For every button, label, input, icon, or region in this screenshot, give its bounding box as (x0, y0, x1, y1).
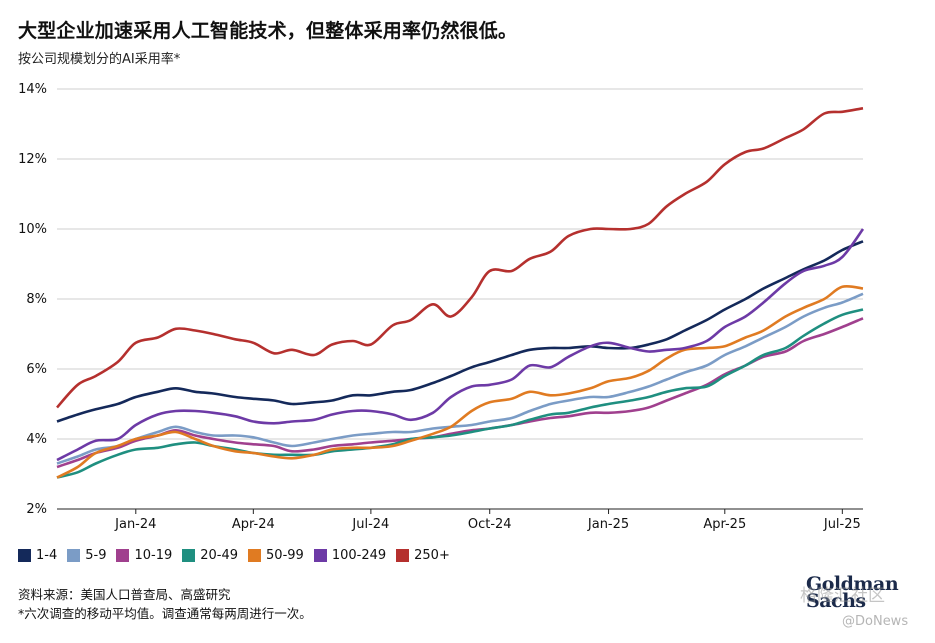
legend-item-5-9: 5-9 (67, 548, 106, 563)
goldman-sachs-logo: Goldman Sachs (806, 573, 899, 612)
legend-label: 50-99 (266, 548, 304, 563)
chart-title: 大型企业加速采用人工智能技术，但整体采用率仍然很低。 (18, 20, 518, 42)
legend-label: 1-4 (36, 548, 58, 563)
legend-item-20-49: 20-49 (182, 548, 238, 563)
x-tick-label: Apr-24 (232, 517, 275, 532)
watermark: 格隆汇社区 (800, 586, 885, 606)
series-line-5-9 (56, 292, 864, 465)
legend-item-100-249: 100-249 (313, 548, 387, 563)
legend-item-1-4: 1-4 (18, 548, 57, 563)
x-tick-label: Jan-24 (114, 517, 156, 532)
source-note: 资料来源：美国人口普查局、高盛研究 (18, 587, 231, 602)
legend-swatch (248, 549, 262, 562)
series-line-100-249 (56, 228, 865, 462)
legend-swatch (18, 549, 31, 562)
legend-swatch (313, 549, 327, 562)
x-tick-label: Jul-25 (823, 517, 861, 532)
logo-line-2: Sachs (806, 590, 866, 612)
footnote: *六次调查的移动平均值。调查通常每两周进行一次。 (18, 606, 312, 621)
legend-swatch (182, 549, 196, 562)
x-tick-label: Apr-25 (703, 517, 746, 532)
legend-label: 100-249 (331, 548, 387, 563)
legend-item-10-19: 10-19 (116, 548, 172, 563)
legend-swatch (116, 549, 130, 562)
series-line-250+ (56, 107, 864, 409)
y-tick-label: 2% (26, 502, 47, 517)
x-tick-label: Oct-24 (468, 517, 512, 532)
legend-label: 250+ (414, 548, 450, 563)
legend-label: 20-49 (200, 548, 239, 563)
logo-line-1: Goldman (806, 573, 899, 595)
x-tick-label: Jul-24 (351, 517, 389, 532)
y-tick-label: 4% (26, 432, 47, 447)
legend-item-50-99: 50-99 (248, 548, 304, 563)
watermark-sub: @DoNews (842, 614, 909, 629)
y-tick-label: 6% (26, 362, 47, 377)
legend-label: 10-19 (134, 548, 173, 563)
x-tick-label: Jan-25 (587, 517, 629, 532)
series-line-1-4 (56, 240, 864, 423)
series-line-10-19 (56, 317, 864, 469)
y-tick-label: 14% (18, 82, 47, 97)
y-tick-label: 10% (18, 222, 47, 237)
legend-swatch (396, 549, 410, 562)
chart-subtitle: 按公司规模划分的AI采用率* (18, 52, 181, 67)
legend-label: 5-9 (85, 548, 107, 563)
series-line-50-99 (56, 284, 864, 479)
y-tick-label: 8% (26, 292, 47, 307)
legend: 1-4 5-9 10-19 20-49 50-99 100-249 250+ (18, 548, 460, 563)
legend-swatch (67, 549, 81, 562)
y-tick-label: 12% (18, 152, 47, 167)
legend-item-250+: 250+ (396, 548, 450, 563)
series-line-20-49 (56, 308, 864, 479)
